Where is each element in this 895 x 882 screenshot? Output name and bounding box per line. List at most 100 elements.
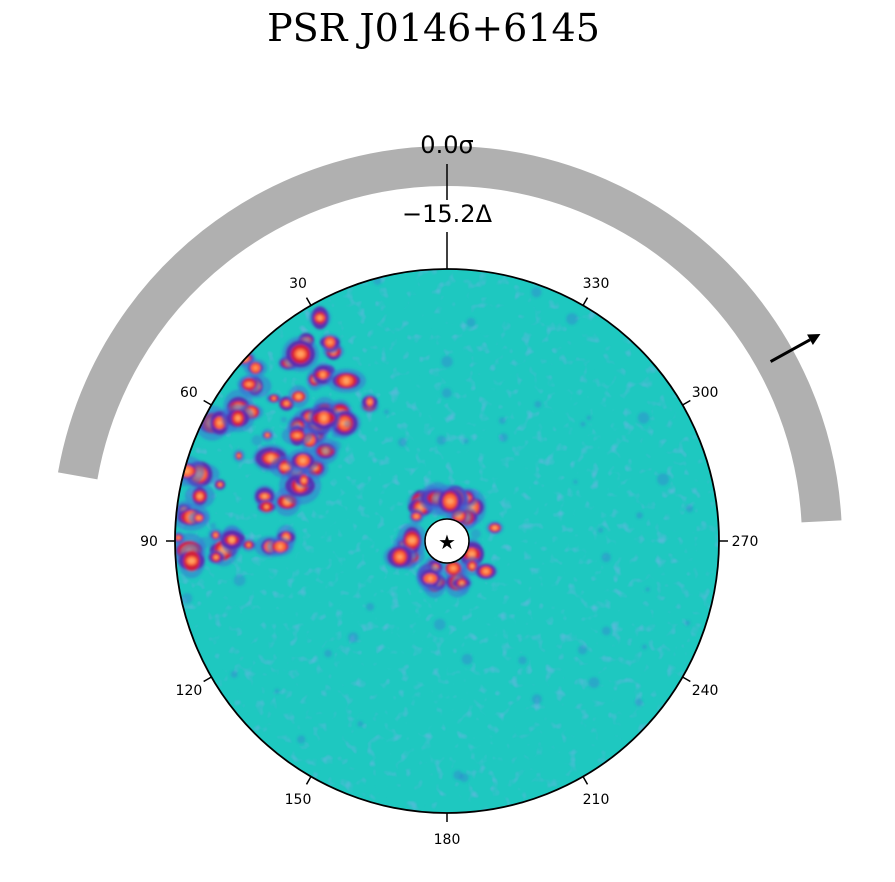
- upper-left-hot-blob: [214, 478, 226, 491]
- upper-left-hot-blob: [206, 550, 226, 565]
- faint-speck: [586, 415, 592, 421]
- faint-speck: [357, 721, 364, 727]
- upper-left-hot-blob: [208, 528, 224, 542]
- offset-label: −15.2Δ: [402, 200, 493, 228]
- upper-left-hot-blob: [307, 402, 341, 434]
- angle-tick-150: [305, 776, 312, 785]
- faint-speck: [531, 287, 542, 298]
- central-hot-blob: [417, 564, 444, 593]
- faint-speck: [344, 420, 352, 428]
- faint-speck: [459, 773, 469, 783]
- angle-tick-label-210: 210: [583, 792, 610, 808]
- faint-speck: [499, 433, 508, 442]
- faint-speck: [636, 512, 643, 519]
- angle-ticks: 30 60 90 120 150 180 210 240 270 300 330: [140, 276, 758, 848]
- faint-speck: [657, 473, 670, 486]
- faint-speck: [384, 409, 390, 415]
- faint-speck: [534, 400, 542, 408]
- faint-speck: [424, 582, 434, 592]
- faint-speck: [635, 698, 643, 706]
- upper-left-hot-blob: [281, 425, 313, 446]
- upper-left-hot-blob: [252, 444, 290, 473]
- upper-left-hot-blob: [308, 306, 331, 330]
- angle-tick-label-60: 60: [180, 385, 198, 401]
- faint-speck: [397, 437, 407, 447]
- faint-speck: [601, 552, 611, 563]
- faint-speck: [347, 632, 359, 643]
- faint-speck: [455, 572, 462, 579]
- faint-speck: [436, 435, 447, 445]
- faint-speck: [518, 656, 527, 665]
- faint-speck: [274, 688, 280, 694]
- faint-speck: [573, 479, 578, 484]
- star-icon: ★: [438, 530, 456, 554]
- faint-speck: [288, 419, 300, 431]
- faint-speck: [580, 421, 586, 427]
- angle-tick-label-180: 180: [434, 832, 461, 848]
- faint-speck: [320, 443, 333, 456]
- upper-left-hot-blob: [221, 404, 255, 433]
- faint-speck: [597, 527, 604, 533]
- faint-speck: [330, 430, 339, 439]
- angle-tick-330: [582, 297, 589, 306]
- direction-arrow: [769, 333, 821, 363]
- faint-speck: [685, 505, 694, 513]
- upper-left-hot-blob: [286, 448, 320, 473]
- upper-left-hot-blob: [232, 449, 245, 463]
- upper-left-hot-blob: [241, 538, 257, 552]
- faint-speck: [441, 388, 452, 398]
- upper-left-hot-blob: [326, 368, 366, 393]
- chart-title: PSR J0146+6145: [267, 6, 600, 50]
- upper-left-hot-blob: [257, 499, 276, 515]
- faint-speck: [434, 618, 446, 631]
- faint-speck: [641, 644, 647, 650]
- upper-left-hot-blob: [281, 336, 320, 372]
- angle-tick-label-240: 240: [692, 683, 719, 699]
- central-hot-blob: [408, 508, 424, 525]
- faint-speck: [280, 416, 288, 423]
- upper-left-hot-blob: [265, 393, 283, 404]
- upper-left-hot-blob: [361, 393, 378, 411]
- faint-speck: [251, 435, 263, 446]
- faint-speck: [577, 645, 588, 655]
- faint-speck: [230, 670, 238, 678]
- upper-left-hot-blob: [266, 536, 294, 557]
- faint-speck: [297, 735, 306, 744]
- faint-speck: [461, 653, 473, 665]
- angle-tick-label-300: 300: [692, 385, 719, 401]
- faint-speck: [366, 602, 375, 611]
- faint-speck: [601, 626, 611, 636]
- upper-left-hot-blob: [288, 385, 310, 408]
- faint-speck: [645, 587, 650, 592]
- upper-left-hot-blob: [319, 333, 341, 351]
- angle-tick-label-270: 270: [732, 534, 759, 550]
- faint-speck: [251, 387, 261, 397]
- faint-speck: [588, 677, 600, 688]
- angle-tick-240: [682, 676, 691, 683]
- faint-speck: [233, 574, 246, 587]
- central-hot-blob: [486, 521, 504, 535]
- faint-speck: [685, 620, 691, 626]
- faint-speck: [441, 355, 453, 368]
- angle-tick-300: [682, 399, 691, 406]
- faint-speck: [637, 412, 650, 424]
- central-hot-blob: [431, 484, 469, 518]
- upper-left-hot-blob: [220, 524, 244, 555]
- angle-tick-30: [305, 297, 312, 306]
- upper-left-hot-blob: [261, 428, 274, 442]
- faint-speck: [210, 522, 217, 529]
- central-hot-blob: [440, 559, 467, 577]
- faint-speck: [466, 317, 476, 327]
- central-hot-blob: [474, 563, 498, 580]
- angle-tick-label-90: 90: [140, 534, 158, 550]
- angle-tick-label-30: 30: [289, 276, 307, 292]
- faint-speck: [498, 417, 506, 424]
- faint-speck: [566, 313, 578, 325]
- central-hot-blob: [383, 544, 417, 570]
- faint-speck: [470, 528, 481, 539]
- upper-left-hot-blob: [188, 510, 210, 525]
- upper-left-hot-blob: [184, 484, 215, 509]
- faint-speck: [457, 583, 470, 595]
- center-mask: [424, 518, 470, 564]
